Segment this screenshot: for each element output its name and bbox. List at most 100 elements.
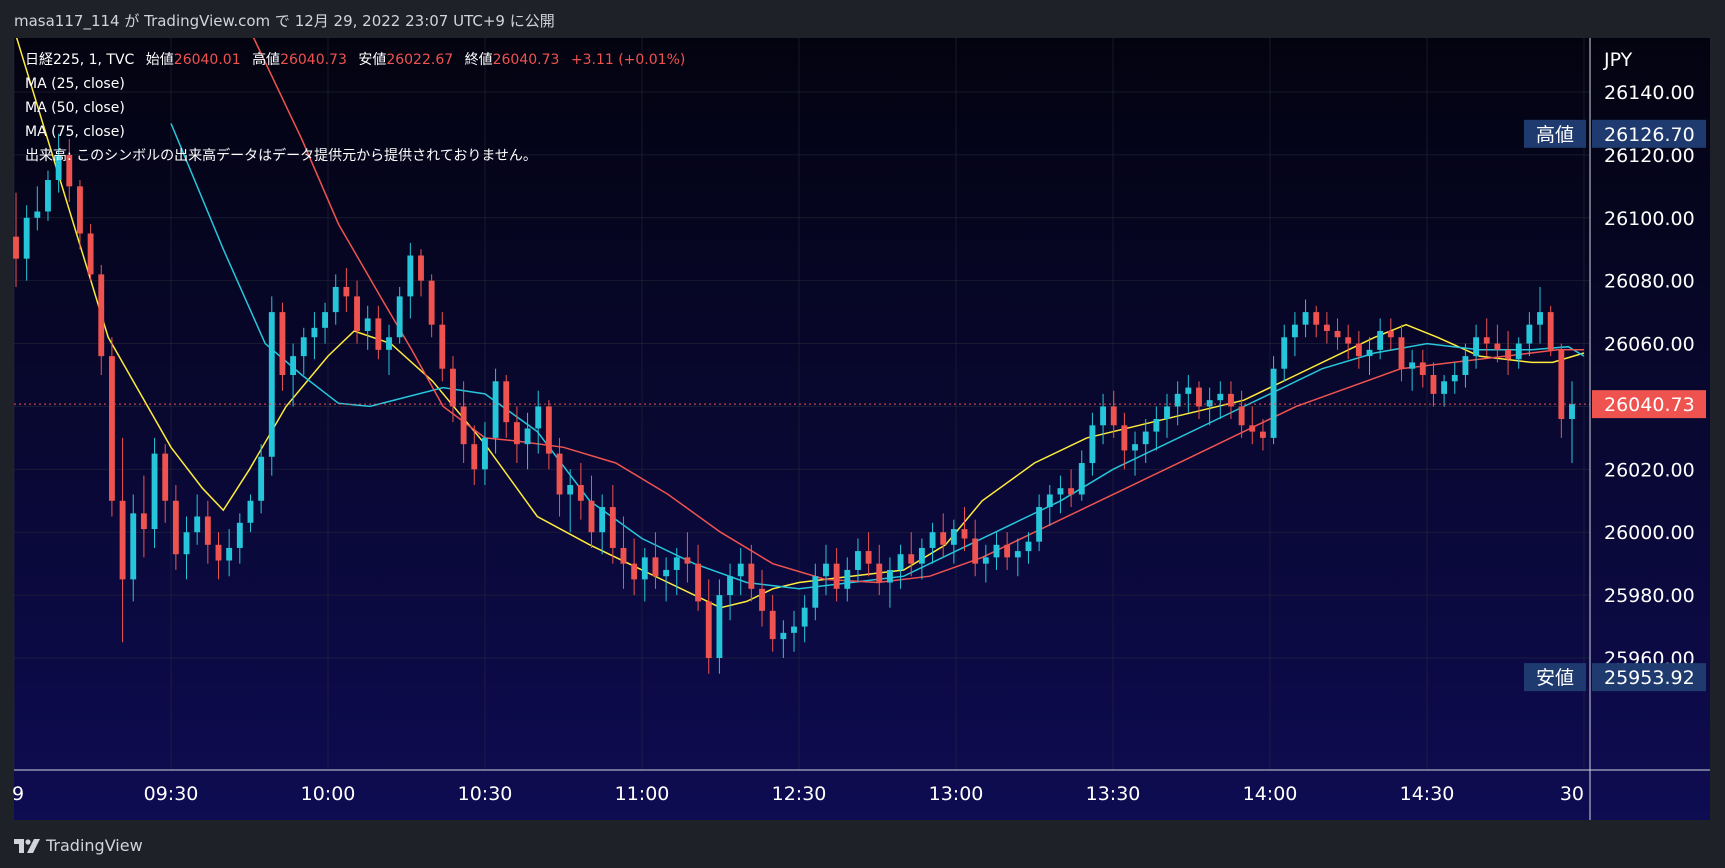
- candle: [556, 437, 563, 517]
- candle: [567, 469, 574, 533]
- candle-body: [151, 453, 158, 530]
- candle: [1377, 318, 1384, 360]
- price-tick-label: 26020.00: [1604, 459, 1695, 481]
- candle: [897, 544, 904, 589]
- candle-body: [503, 381, 510, 423]
- candle: [1526, 312, 1533, 357]
- candle: [588, 475, 595, 548]
- candle: [45, 170, 51, 221]
- candle-body: [1249, 425, 1256, 432]
- candle: [471, 425, 478, 486]
- candle: [300, 327, 307, 375]
- candle: [609, 485, 616, 564]
- candle-body: [450, 368, 456, 407]
- candle-body: [1100, 406, 1106, 426]
- candle: [1462, 343, 1469, 388]
- candle: [780, 620, 787, 658]
- candle-body: [1004, 544, 1011, 558]
- candle-body: [972, 538, 979, 564]
- candle-body: [1057, 488, 1064, 495]
- ma75-legend[interactable]: MA (75, close): [25, 124, 125, 140]
- candle-body: [386, 337, 392, 350]
- candle: [1366, 337, 1373, 375]
- candle-body: [300, 337, 307, 357]
- candle: [886, 557, 893, 608]
- candle-body: [1185, 387, 1192, 394]
- candle-body: [460, 406, 467, 445]
- candle-body: [961, 529, 968, 539]
- time-tick-label: 13:30: [1086, 783, 1141, 805]
- candle: [439, 312, 446, 382]
- candle-body: [620, 547, 627, 564]
- candle-body: [439, 324, 446, 369]
- candle-body: [55, 154, 62, 181]
- candle: [1089, 412, 1096, 476]
- candle-body: [1153, 419, 1160, 432]
- candle-body: [1302, 312, 1309, 325]
- candle-body: [183, 532, 190, 555]
- candle: [524, 412, 531, 470]
- candle: [929, 522, 936, 564]
- candle: [1057, 475, 1064, 514]
- candle-body: [1398, 337, 1405, 369]
- candle: [34, 186, 41, 231]
- candle: [1483, 318, 1490, 357]
- time-axis[interactable]: 9 09:30 10:00 10:30 11:00 12:30 13:00 13:30 14:0…: [12, 783, 1584, 805]
- candle: [364, 305, 371, 350]
- candle-body: [599, 507, 606, 533]
- candle: [1174, 381, 1181, 426]
- candle: [236, 513, 243, 564]
- candle: [247, 494, 254, 533]
- close-label: 終値: [464, 52, 493, 68]
- symbol-name[interactable]: 日経225, 1, TVC: [25, 52, 135, 68]
- candle: [119, 437, 126, 643]
- publish-header: masa117_114 が TradingView.com で 12月 29, …: [0, 0, 1725, 38]
- candle-body: [535, 406, 542, 429]
- candle-body: [727, 576, 733, 596]
- ma25-legend[interactable]: MA (25, close): [25, 76, 125, 92]
- candle: [23, 205, 30, 281]
- price-chart[interactable]: JPY 26140.00 26120.00 26100.00 26080.00 2606…: [0, 38, 1725, 820]
- candle: [812, 563, 819, 621]
- candle: [1355, 330, 1362, 369]
- candle: [918, 538, 925, 580]
- candle: [268, 296, 275, 476]
- candle: [1419, 349, 1426, 388]
- ma50-legend[interactable]: MA (50, close): [25, 100, 125, 116]
- candle-body: [119, 500, 126, 580]
- price-tick-label: 26060.00: [1604, 334, 1695, 356]
- candle: [1068, 469, 1075, 508]
- candle-body: [631, 563, 638, 580]
- candle: [844, 557, 851, 602]
- candle: [1196, 381, 1202, 420]
- candle-body: [1494, 343, 1501, 350]
- price-tick-label: 26000.00: [1604, 522, 1695, 544]
- time-tick-label: 30: [1560, 783, 1584, 805]
- candle: [130, 494, 137, 602]
- tradingview-logo[interactable]: TradingView: [14, 836, 143, 855]
- candle-body: [1260, 431, 1266, 438]
- candle-body: [982, 557, 989, 564]
- candle-body: [1068, 488, 1075, 495]
- candle-body: [652, 557, 659, 577]
- candle-body: [556, 453, 563, 495]
- candle: [705, 579, 712, 674]
- candle-body: [641, 557, 648, 580]
- candle: [1164, 393, 1170, 438]
- low-marker-label-bg: [1524, 663, 1586, 692]
- candle: [1323, 312, 1330, 344]
- last-price-marker-value-bg: [1592, 390, 1706, 419]
- candle: [727, 563, 733, 621]
- candle-body: [524, 428, 531, 445]
- candle-body: [1569, 404, 1575, 420]
- ma25-line: [15, 38, 1585, 609]
- high-value: 26040.73: [280, 52, 347, 68]
- candle: [482, 422, 488, 486]
- candle: [993, 532, 1000, 570]
- candle-body: [1281, 337, 1288, 369]
- candle-body: [823, 563, 829, 577]
- price-tick-label: 26120.00: [1604, 145, 1695, 167]
- candle-body: [993, 544, 1000, 558]
- candle-body: [1217, 393, 1224, 401]
- candle: [513, 406, 520, 464]
